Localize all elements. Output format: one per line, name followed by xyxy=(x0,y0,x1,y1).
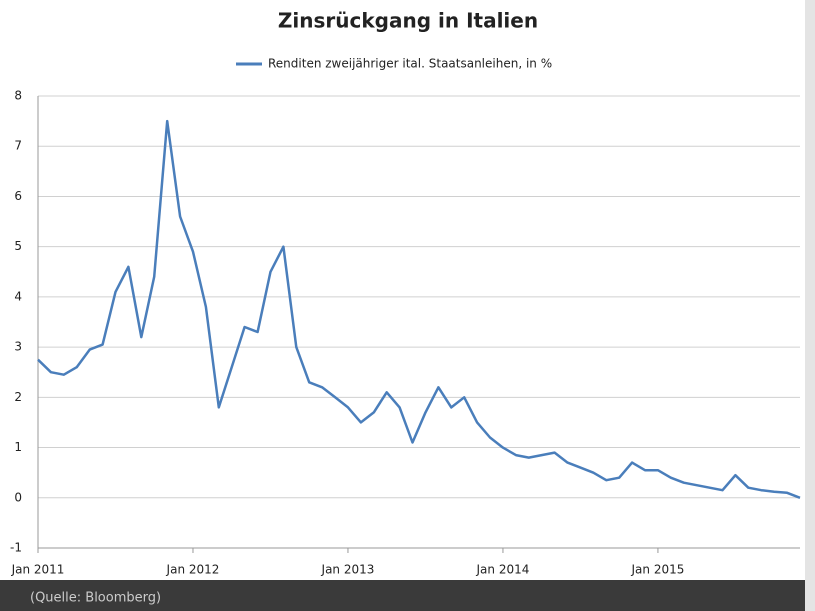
y-tick-label: 3 xyxy=(14,340,22,354)
x-tick-label: Jan 2012 xyxy=(166,563,220,577)
y-tick-label: 7 xyxy=(14,139,22,153)
y-tick-label: 6 xyxy=(14,189,22,203)
y-tick-label: -1 xyxy=(10,541,22,555)
side-strip xyxy=(805,0,815,611)
y-tick-label: 0 xyxy=(14,490,22,504)
legend-label: Renditen zweijähriger ital. Staatsanleih… xyxy=(268,57,552,71)
x-tick-label: Jan 2015 xyxy=(631,563,685,577)
chart-title: Zinsrückgang in Italien xyxy=(278,9,538,33)
y-tick-label: 5 xyxy=(14,239,22,253)
x-tick-label: Jan 2011 xyxy=(11,563,65,577)
y-tick-label: 1 xyxy=(14,440,22,454)
y-tick-label: 8 xyxy=(14,89,22,103)
x-tick-label: Jan 2013 xyxy=(321,563,375,577)
x-tick-label: Jan 2014 xyxy=(476,563,530,577)
y-tick-label: 4 xyxy=(14,289,22,303)
y-tick-label: 2 xyxy=(14,390,22,404)
data-line xyxy=(37,119,801,499)
source: (Quelle: Bloomberg) xyxy=(30,591,161,606)
source-bar xyxy=(0,580,805,611)
